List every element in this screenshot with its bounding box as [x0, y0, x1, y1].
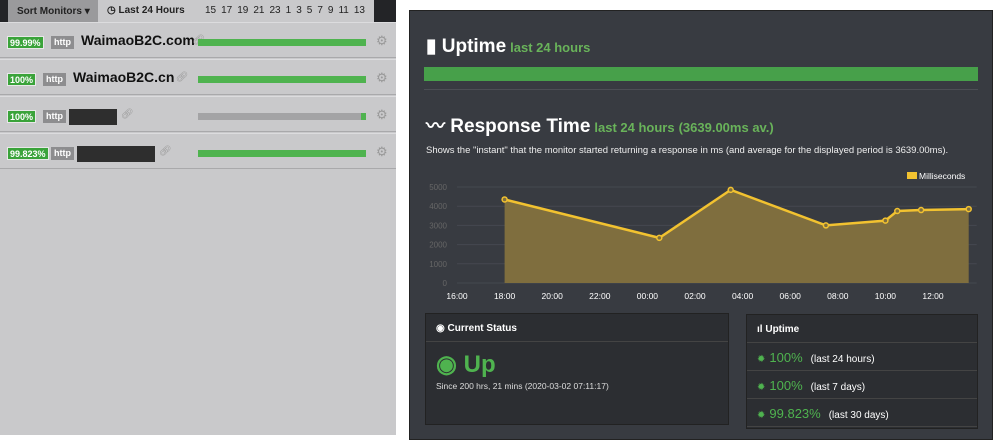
uptime-history-bar [198, 39, 366, 46]
uptime-history-bar [198, 76, 366, 83]
y-tick-label: 5000 [429, 183, 447, 192]
legend-label: Milliseconds [919, 171, 965, 181]
gear-icon[interactable]: ⚙ [376, 144, 388, 159]
current-status-panel: ◉ Current Status ◉ Up Since 200 hrs, 21 … [425, 313, 729, 425]
gear-icon[interactable]: ⚙ [376, 70, 388, 85]
sort-monitors-button[interactable]: Sort Monitors ▾ [8, 0, 98, 22]
data-point [894, 207, 901, 215]
data-point [822, 222, 830, 229]
uptime-bar [424, 67, 978, 81]
response-time-heading: 〰 Response Time last 24 hours (3639.00ms a… [426, 116, 774, 137]
y-tick-label: 1000 [429, 260, 447, 269]
gear-icon[interactable]: ⚙ [376, 107, 388, 122]
uptime-row: ✹ 100% (last 24 hours) [747, 343, 977, 371]
protocol-badge: http [43, 110, 66, 123]
uptime-badge: 100% [7, 110, 37, 123]
link-icon[interactable]: 🔗︎ [159, 146, 172, 157]
badge-icon: ✹ [757, 382, 766, 393]
x-tick-label: 18:00 [494, 291, 516, 301]
hour-tick: 19 [237, 5, 249, 16]
time-range: ◷ Last 24 Hours 15 17 19 21 23 1 3 5 7 9 11 13 [98, 0, 374, 22]
uptime-badge: 99.99% [7, 36, 44, 49]
hour-tick: 13 [353, 5, 365, 16]
data-point [882, 217, 889, 224]
status-text: Up [463, 351, 496, 378]
series-line [504, 188, 969, 240]
x-tick-label: 06:00 [780, 291, 802, 301]
x-tick-label: 10:00 [875, 291, 897, 301]
y-tick-label: 0 [443, 279, 448, 288]
monitor-name[interactable]: WaimaoB2C.cn [73, 69, 175, 85]
data-point [965, 205, 972, 213]
x-tick-label: 20:00 [542, 291, 564, 301]
x-tick-label: 02:00 [684, 291, 706, 301]
status-up-icon: ◉ [436, 351, 457, 378]
response-description: Shows the "instant" that the monitor sta… [426, 145, 949, 156]
uptime-history-bar [198, 113, 366, 120]
hour-tick: 11 [338, 5, 349, 16]
bar-chart-icon: ▮ [426, 36, 437, 57]
data-point [917, 206, 925, 214]
x-tick-label: 00:00 [637, 291, 659, 301]
x-tick-label: 16:00 [446, 291, 468, 301]
hour-ticks: 15 17 19 21 23 1 3 5 7 9 11 13 [205, 5, 370, 22]
x-tick-label: 22:00 [589, 291, 611, 301]
response-time-chart: 0 1000 2000 3000 4000 5000 16:00 18:00 20:00 22:0… [429, 171, 977, 301]
legend-swatch [907, 172, 917, 179]
uptime-badge: 99.823% [7, 147, 49, 160]
caret-down-icon: ▾ [84, 6, 90, 17]
redacted-name [69, 109, 117, 125]
uptime-row: ✹ 99.823% (last 30 days) [747, 399, 977, 427]
link-icon[interactable]: 🔗︎ [121, 109, 134, 120]
hour-tick: 15 [205, 5, 217, 16]
hour-tick: 21 [253, 5, 265, 16]
uptime-row: ✹ 100% (last 7 days) [747, 371, 977, 399]
monitor-detail-panel: ▮ Uptime last 24 hours 〰 Response Time las… [409, 10, 993, 440]
monitor-row[interactable]: 99.823% http 🔗︎ ⚙ [0, 133, 396, 169]
uptime-heading: ▮ Uptime last 24 hours [426, 36, 591, 57]
status-since: Since 200 hrs, 21 mins (2020-03-02 07:11… [436, 381, 609, 391]
protocol-badge: http [51, 147, 74, 160]
hour-tick: 3 [296, 5, 302, 16]
data-point [727, 186, 734, 194]
monitor-row[interactable]: 100% http 🔗︎ ⚙ [0, 96, 396, 132]
x-tick-label: 12:00 [922, 291, 944, 301]
hour-tick: 7 [317, 5, 323, 16]
protocol-badge: http [51, 36, 74, 49]
clock-icon: ◷ [107, 5, 116, 16]
hour-tick: 17 [221, 5, 233, 16]
y-tick-label: 4000 [429, 202, 447, 211]
hour-tick: 5 [306, 5, 313, 16]
y-tick-label: 3000 [429, 221, 447, 230]
badge-icon: ✹ [757, 410, 766, 421]
monitor-row[interactable]: 100% http WaimaoB2C.cn 🔗︎ ⚙ [0, 59, 396, 95]
x-tick-label: 08:00 [827, 291, 849, 301]
monitor-list-panel: Sort Monitors ▾ ◷ Last 24 Hours 15 17 19 21… [0, 0, 396, 435]
gear-icon[interactable]: ⚙ [376, 33, 388, 48]
hour-tick: 9 [327, 5, 334, 16]
divider [424, 89, 978, 90]
toolbar: Sort Monitors ▾ ◷ Last 24 Hours 15 17 19 21… [0, 0, 396, 22]
uptime-history-bar [198, 150, 366, 157]
line-chart-icon: 〰 [426, 116, 446, 137]
link-icon[interactable]: 🔗︎ [175, 72, 189, 83]
bar-chart-icon: ıl [757, 324, 763, 335]
redacted-name [77, 146, 155, 162]
data-point [501, 196, 508, 203]
hour-tick: 1 [285, 5, 292, 16]
protocol-badge: http [43, 73, 66, 86]
hour-tick: 23 [269, 5, 281, 16]
badge-icon: ✹ [757, 354, 766, 365]
range-label[interactable]: ◷ Last 24 Hours [107, 5, 185, 16]
area-fill [504, 189, 969, 283]
data-point [656, 234, 663, 242]
uptime-badge: 100% [7, 73, 37, 86]
uptime-summary-panel: ıl Uptime ✹ 100% (last 24 hours) ✹ 100% (last… [746, 314, 978, 429]
monitor-name[interactable]: WaimaoB2C.com [81, 32, 195, 48]
y-tick-label: 2000 [429, 241, 447, 250]
record-icon: ◉ [436, 323, 445, 334]
x-tick-label: 04:00 [732, 291, 754, 301]
